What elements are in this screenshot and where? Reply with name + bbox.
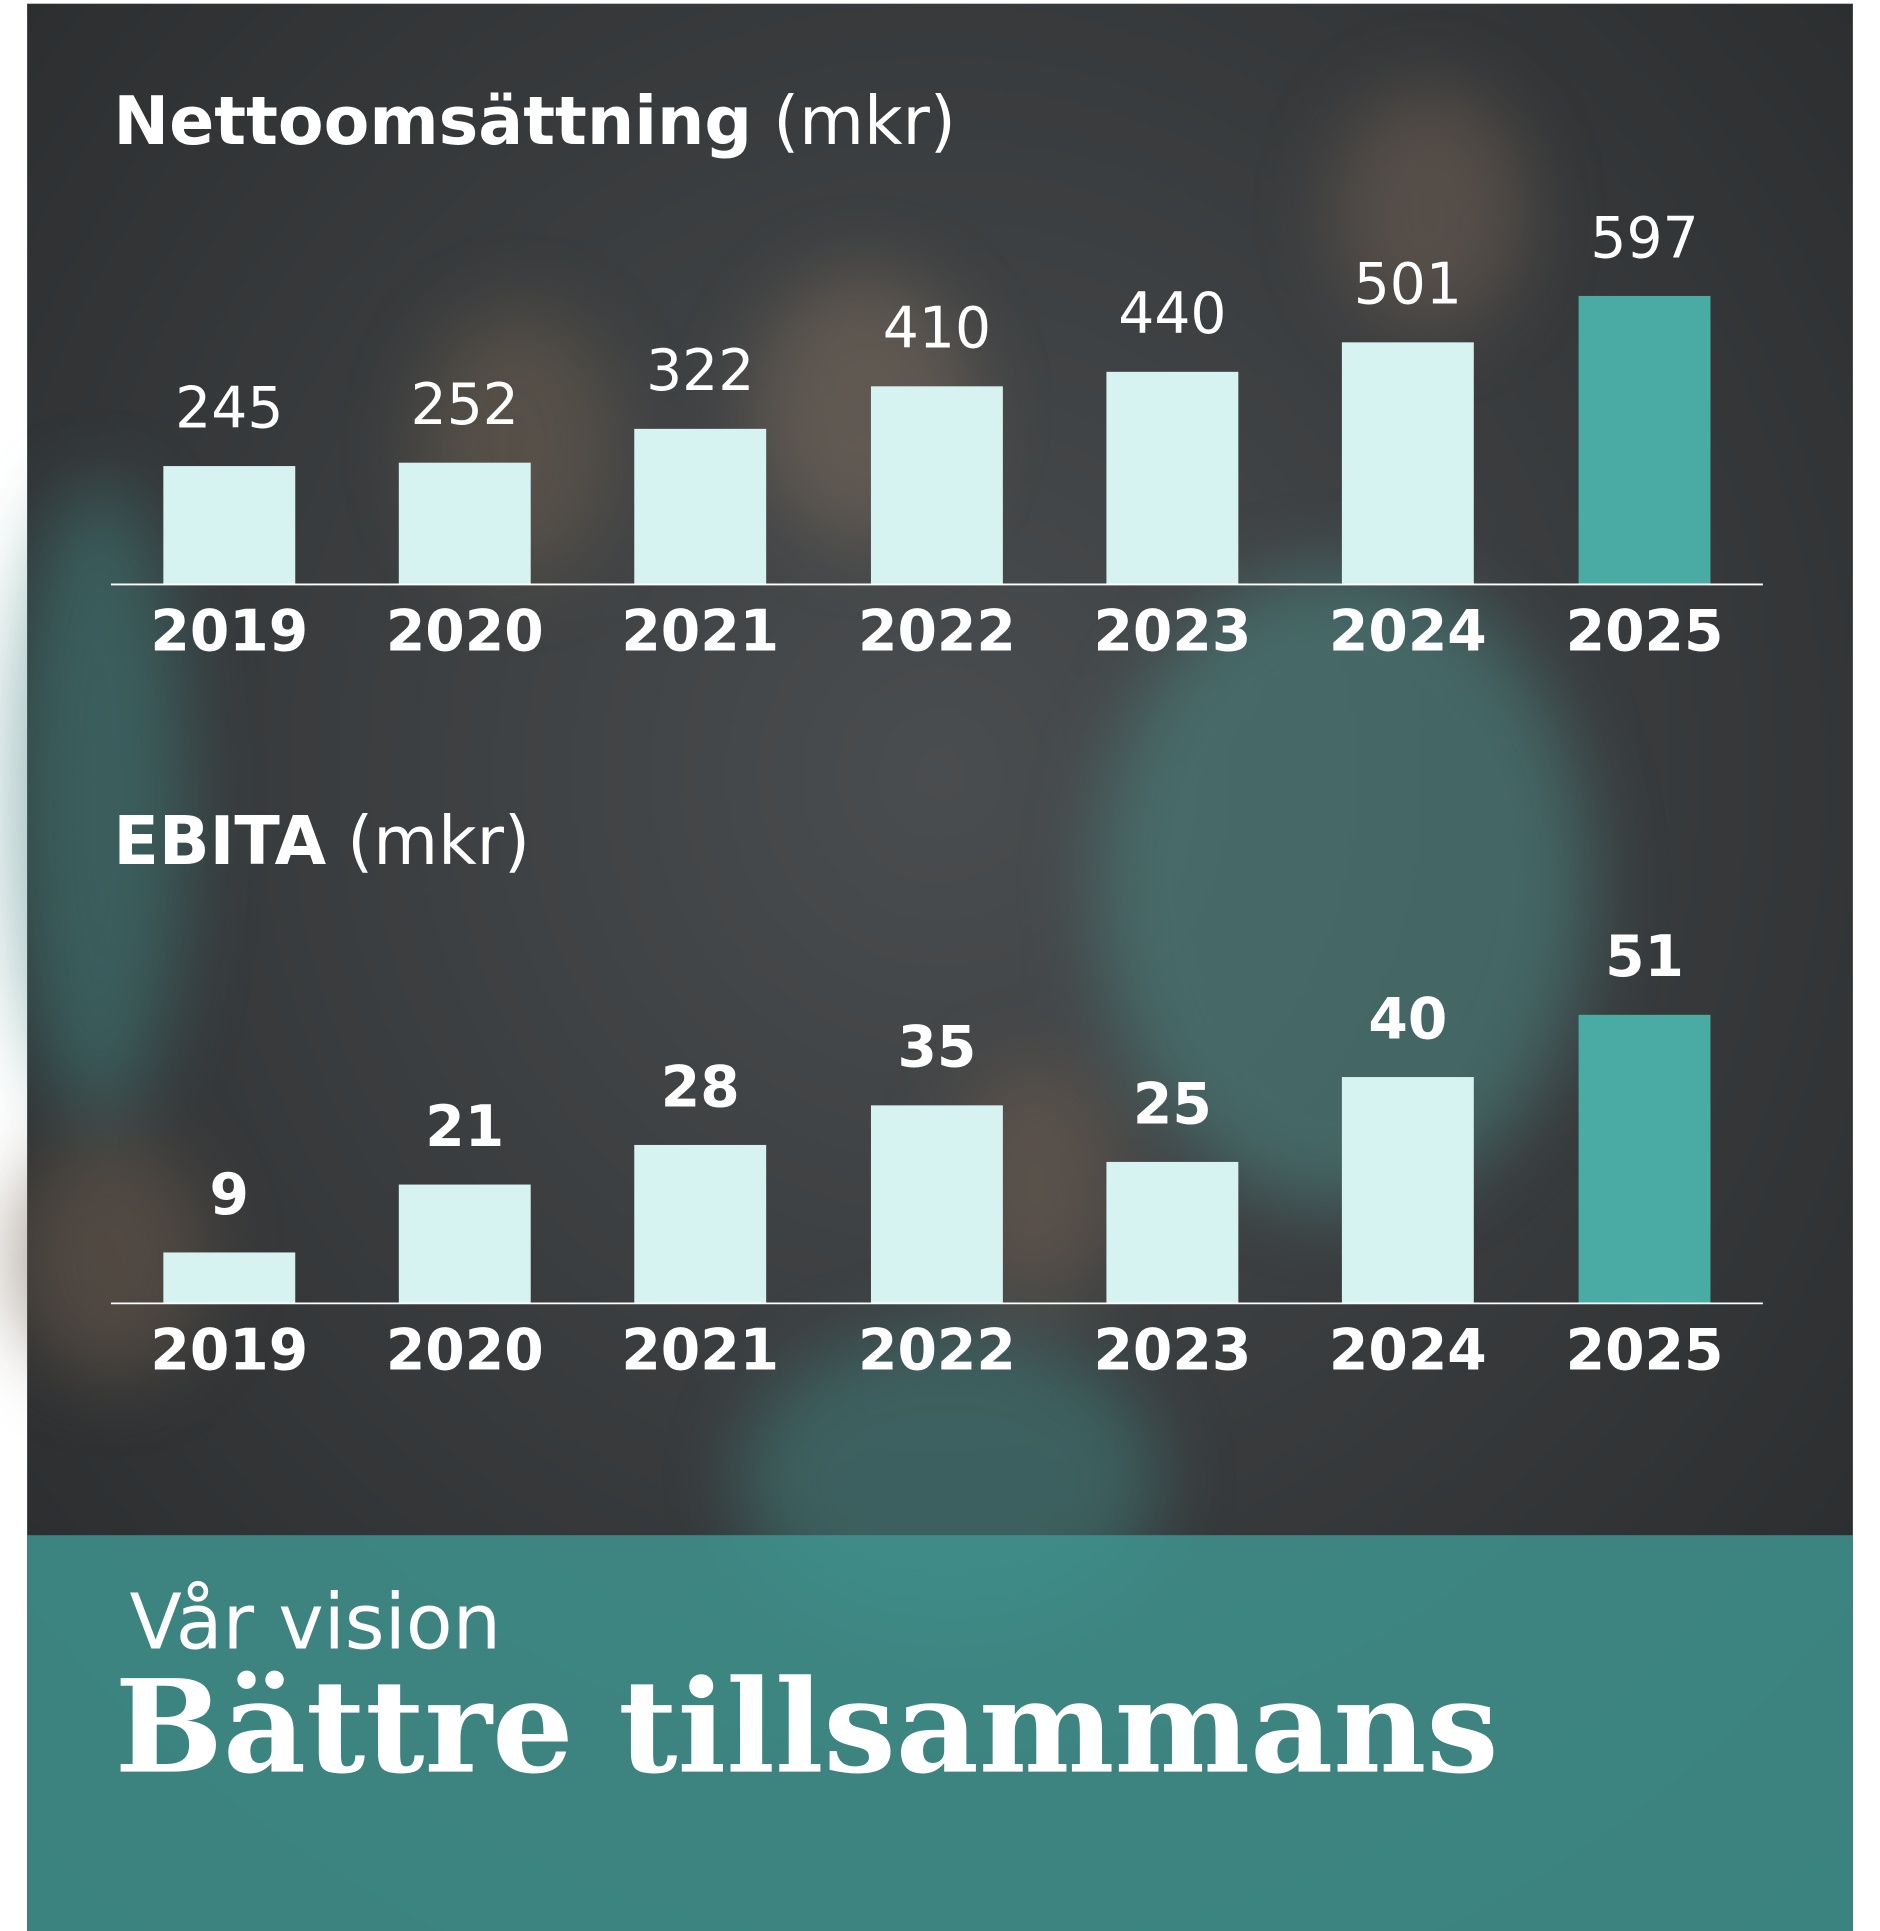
value-label: 51 (1605, 924, 1684, 990)
x-tick-label: 2020 (386, 1318, 544, 1384)
bar (399, 463, 531, 585)
value-label: 9 (210, 1162, 249, 1228)
x-tick-label: 2021 (621, 599, 779, 665)
title-unit: (mkr) (773, 82, 956, 160)
bar (1579, 296, 1711, 585)
title-unit: (mkr) (347, 802, 530, 880)
value-label: 410 (883, 296, 991, 362)
infographic: Vår vision Bättre tillsammans Nettoomsät… (0, 0, 1880, 1931)
value-label: 35 (897, 1015, 976, 1081)
value-label: 440 (1118, 281, 1226, 347)
x-tick-label: 2021 (621, 1318, 779, 1384)
chart-title: EBITA (mkr) (113, 802, 530, 880)
bar (163, 466, 295, 584)
title-text: Nettoomsättning (113, 82, 752, 160)
bar (1106, 372, 1238, 585)
bar (1342, 342, 1474, 584)
x-tick-label: 2022 (858, 1318, 1016, 1384)
chart-title: Nettoomsättning (mkr) (113, 82, 955, 160)
value-label: 28 (661, 1054, 740, 1120)
value-label: 21 (425, 1094, 504, 1160)
x-tick-label: 2024 (1329, 1318, 1487, 1384)
value-label: 252 (411, 372, 519, 438)
x-tick-label: 2025 (1566, 599, 1724, 665)
bar (871, 1105, 1003, 1303)
x-tick-label: 2019 (150, 599, 308, 665)
bar (634, 429, 766, 585)
value-label: 501 (1354, 252, 1462, 318)
x-tick-label: 2022 (858, 599, 1016, 665)
value-label: 25 (1133, 1071, 1212, 1137)
x-tick-label: 2023 (1093, 1318, 1251, 1384)
x-tick-label: 2025 (1566, 1318, 1724, 1384)
value-label: 245 (175, 375, 283, 441)
bar (399, 1185, 531, 1304)
value-label: 40 (1368, 986, 1447, 1052)
page: Vår vision Bättre tillsammans Nettoomsät… (0, 0, 1880, 1931)
bar (1579, 1015, 1711, 1304)
bar (1106, 1162, 1238, 1303)
x-tick-label: 2019 (150, 1318, 308, 1384)
vision-heading: Bättre tillsammans (115, 1653, 1499, 1803)
value-label: 322 (646, 338, 754, 404)
x-tick-label: 2024 (1329, 599, 1487, 665)
bar (871, 386, 1003, 584)
x-tick-label: 2023 (1093, 599, 1251, 665)
x-tick-label: 2020 (386, 599, 544, 665)
bar (1342, 1077, 1474, 1303)
bar (163, 1252, 295, 1303)
bar (634, 1145, 766, 1303)
title-text: EBITA (113, 802, 326, 880)
value-label: 597 (1590, 205, 1698, 271)
